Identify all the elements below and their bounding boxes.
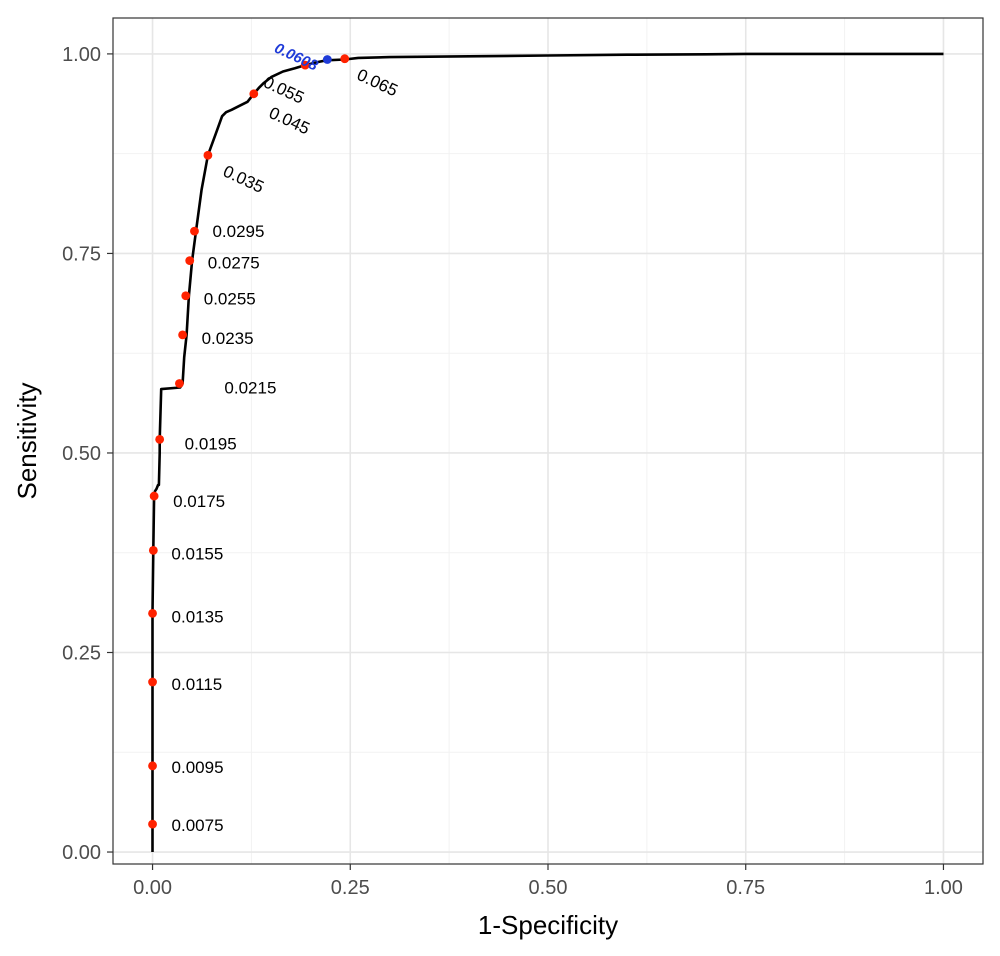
threshold-point bbox=[155, 435, 165, 444]
threshold-point bbox=[249, 89, 259, 99]
y-axis-title: Sensitivity bbox=[12, 382, 42, 499]
y-tick-label: 0.25 bbox=[62, 643, 101, 665]
y-tick-label: 1.00 bbox=[62, 44, 101, 66]
threshold-label: 0.0235 bbox=[202, 329, 254, 348]
optimal-threshold-label: 0.0608 bbox=[272, 40, 321, 75]
threshold-label: 0.0075 bbox=[172, 816, 224, 835]
major-gridlines bbox=[113, 18, 983, 864]
threshold-point bbox=[148, 608, 157, 618]
threshold-point bbox=[181, 291, 191, 301]
x-tick-label: 0.25 bbox=[331, 877, 370, 899]
threshold-point bbox=[148, 677, 157, 687]
threshold-label: 0.0255 bbox=[204, 290, 256, 309]
threshold-label: 0.045 bbox=[266, 103, 313, 138]
threshold-label: 0.0115 bbox=[172, 675, 223, 694]
threshold-label: 0.0175 bbox=[173, 492, 225, 511]
roc-curve-line bbox=[151, 52, 944, 852]
threshold-label: 0.0095 bbox=[172, 758, 224, 777]
threshold-point bbox=[190, 226, 199, 236]
threshold-point bbox=[148, 545, 158, 555]
threshold-label: 0.0135 bbox=[172, 607, 224, 626]
threshold-point bbox=[178, 330, 188, 340]
threshold-point bbox=[175, 379, 184, 388]
threshold-points bbox=[148, 54, 350, 829]
threshold-label: 0.0275 bbox=[208, 254, 260, 273]
threshold-point bbox=[149, 491, 159, 501]
x-axis-title: 1-Specificity bbox=[478, 910, 618, 940]
threshold-label: 0.035 bbox=[220, 162, 267, 197]
threshold-label: 0.0215 bbox=[224, 379, 276, 398]
threshold-point bbox=[203, 150, 213, 160]
y-tick-label: 0.50 bbox=[62, 443, 101, 465]
y-axis: 0.00 0.25 0.50 0.75 1.00 bbox=[62, 44, 113, 864]
x-tick-label: 1.00 bbox=[924, 877, 963, 899]
x-tick-label: 0.75 bbox=[726, 877, 765, 899]
threshold-label: 0.055 bbox=[261, 72, 308, 107]
threshold-label: 0.065 bbox=[354, 65, 401, 100]
y-tick-label: 0.00 bbox=[62, 842, 101, 864]
threshold-point bbox=[148, 819, 157, 829]
y-tick-label: 0.75 bbox=[62, 243, 101, 265]
threshold-point bbox=[148, 761, 157, 771]
threshold-label: 0.0155 bbox=[171, 544, 223, 563]
x-tick-label: 0.50 bbox=[529, 877, 568, 899]
optimal-threshold-point bbox=[322, 55, 332, 64]
threshold-point bbox=[300, 60, 310, 70]
x-axis: 0.00 0.25 0.50 0.75 1.00 bbox=[133, 864, 963, 899]
threshold-point bbox=[185, 256, 195, 266]
roc-curve-layer bbox=[151, 52, 944, 852]
threshold-label: 0.0295 bbox=[212, 222, 264, 241]
threshold-point bbox=[340, 54, 350, 64]
x-tick-label: 0.00 bbox=[133, 877, 172, 899]
threshold-label: 0.0195 bbox=[185, 434, 237, 453]
